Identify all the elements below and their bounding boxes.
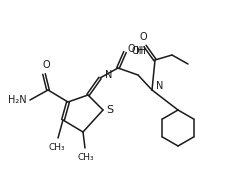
Text: N: N xyxy=(156,81,163,91)
Text: S: S xyxy=(106,105,114,115)
Text: CH₃: CH₃ xyxy=(49,143,65,152)
Text: N: N xyxy=(105,70,112,80)
Text: O: O xyxy=(128,44,136,54)
Text: H: H xyxy=(136,46,143,56)
Text: CH₃: CH₃ xyxy=(78,153,94,162)
Text: O: O xyxy=(42,60,50,70)
Text: OH: OH xyxy=(131,46,146,56)
Text: O: O xyxy=(139,32,147,42)
Text: H₂N: H₂N xyxy=(8,95,27,105)
